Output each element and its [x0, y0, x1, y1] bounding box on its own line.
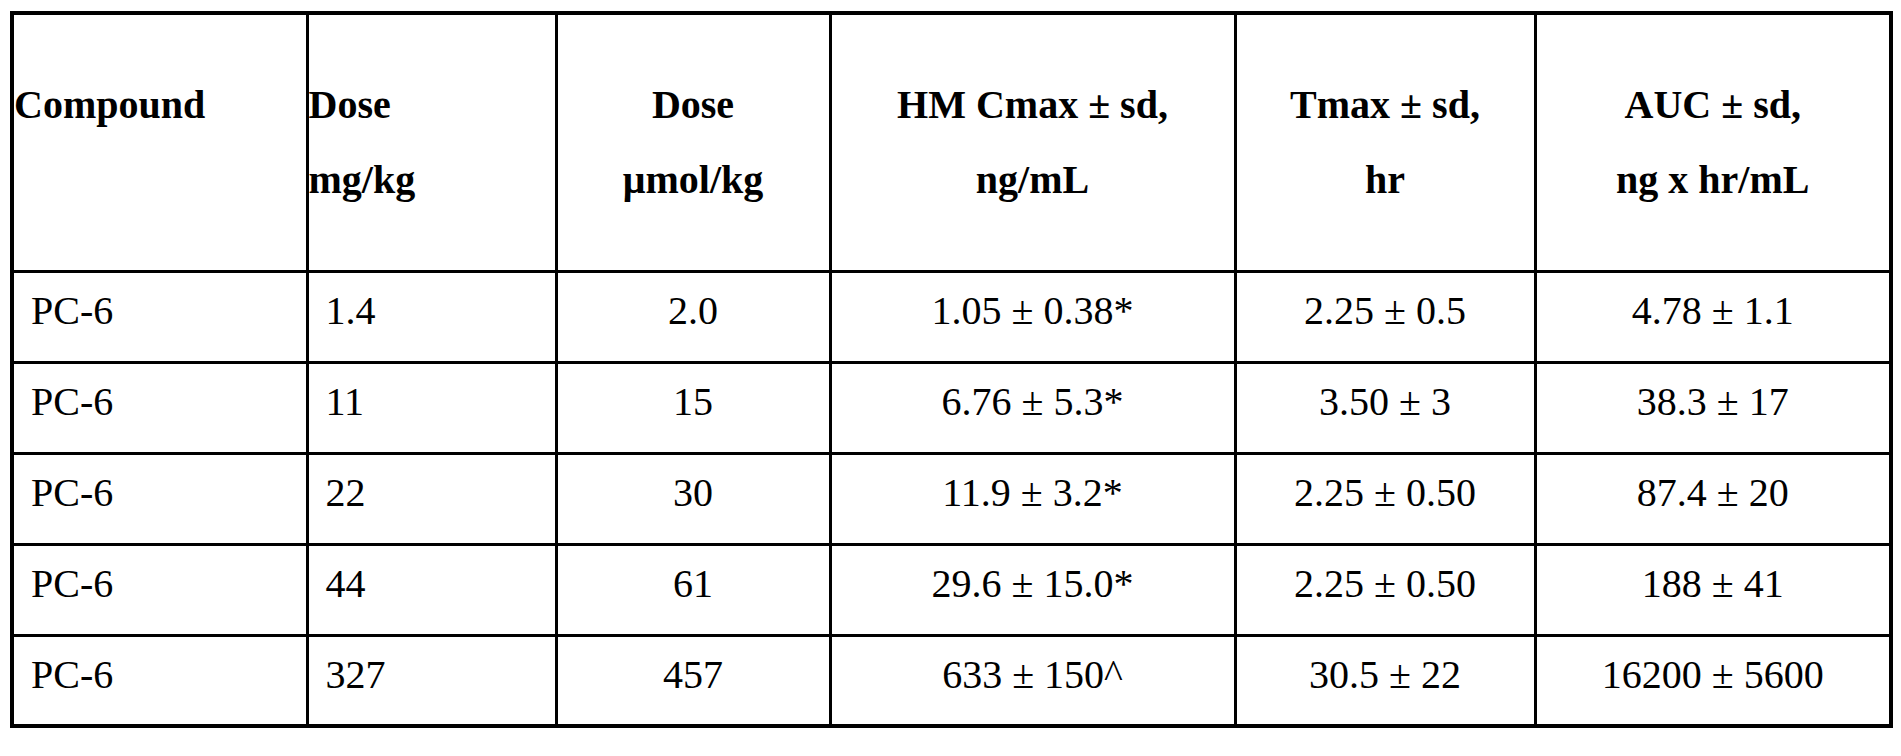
cell-tmax: 2.25 ± 0.50 [1235, 453, 1535, 544]
cell-dose-mg: 1.4 [307, 271, 556, 362]
column-header-tmax: Tmax ± sd, hr [1235, 13, 1535, 271]
column-header-cmax: HM Cmax ± sd, ng/mL [830, 13, 1235, 271]
cell-dose-umol: 2.0 [556, 271, 830, 362]
cell-auc: 16200 ± 5600 [1535, 635, 1891, 726]
cell-tmax: 2.25 ± 0.5 [1235, 271, 1535, 362]
header-line-2: μmol/kg [558, 142, 829, 217]
cell-dose-umol: 457 [556, 635, 830, 726]
header-line-1: HM Cmax ± sd, [832, 67, 1234, 142]
cell-cmax: 6.76 ± 5.3* [830, 362, 1235, 453]
table-row: PC-6 1.4 2.0 1.05 ± 0.38* 2.25 ± 0.5 4.7… [12, 271, 1891, 362]
cell-compound: PC-6 [12, 362, 307, 453]
table-row: PC-6 22 30 11.9 ± 3.2* 2.25 ± 0.50 87.4 … [12, 453, 1891, 544]
column-header-dose-mg: Dose mg/kg [307, 13, 556, 271]
cell-auc: 87.4 ± 20 [1535, 453, 1891, 544]
pharmacokinetics-table: Compound Dose mg/kg Dose μmol/kg HM Cmax… [10, 11, 1893, 728]
cell-auc: 38.3 ± 17 [1535, 362, 1891, 453]
column-header-auc: AUC ± sd, ng x hr/mL [1535, 13, 1891, 271]
cell-tmax: 2.25 ± 0.50 [1235, 544, 1535, 635]
table-row: PC-6 327 457 633 ± 150^ 30.5 ± 22 16200 … [12, 635, 1891, 726]
cell-dose-umol: 30 [556, 453, 830, 544]
header-line-2: ng/mL [832, 142, 1234, 217]
cell-tmax: 30.5 ± 22 [1235, 635, 1535, 726]
cell-dose-mg: 22 [307, 453, 556, 544]
header-line-1: Compound [14, 67, 306, 142]
cell-cmax: 29.6 ± 15.0* [830, 544, 1235, 635]
cell-dose-mg: 327 [307, 635, 556, 726]
cell-compound: PC-6 [12, 635, 307, 726]
column-header-dose-umol: Dose μmol/kg [556, 13, 830, 271]
header-line-1: AUC ± sd, [1537, 67, 1890, 142]
document-page: Compound Dose mg/kg Dose μmol/kg HM Cmax… [0, 0, 1901, 756]
header-line-2: ng x hr/mL [1537, 142, 1890, 217]
cell-compound: PC-6 [12, 271, 307, 362]
header-line-1: Tmax ± sd, [1237, 67, 1534, 142]
header-line-2: hr [1237, 142, 1534, 217]
cell-compound: PC-6 [12, 453, 307, 544]
cell-dose-umol: 61 [556, 544, 830, 635]
cell-dose-mg: 11 [307, 362, 556, 453]
cell-cmax: 1.05 ± 0.38* [830, 271, 1235, 362]
cell-cmax: 633 ± 150^ [830, 635, 1235, 726]
cell-dose-umol: 15 [556, 362, 830, 453]
cell-auc: 4.78 ± 1.1 [1535, 271, 1891, 362]
table-row: PC-6 11 15 6.76 ± 5.3* 3.50 ± 3 38.3 ± 1… [12, 362, 1891, 453]
table-header-row: Compound Dose mg/kg Dose μmol/kg HM Cmax… [12, 13, 1891, 271]
header-line-2 [14, 142, 306, 217]
cell-cmax: 11.9 ± 3.2* [830, 453, 1235, 544]
cell-tmax: 3.50 ± 3 [1235, 362, 1535, 453]
table-row: PC-6 44 61 29.6 ± 15.0* 2.25 ± 0.50 188 … [12, 544, 1891, 635]
cell-auc: 188 ± 41 [1535, 544, 1891, 635]
header-line-2: mg/kg [309, 142, 555, 217]
cell-compound: PC-6 [12, 544, 307, 635]
header-line-1: Dose [558, 67, 829, 142]
cell-dose-mg: 44 [307, 544, 556, 635]
column-header-compound: Compound [12, 13, 307, 271]
header-line-1: Dose [309, 67, 555, 142]
